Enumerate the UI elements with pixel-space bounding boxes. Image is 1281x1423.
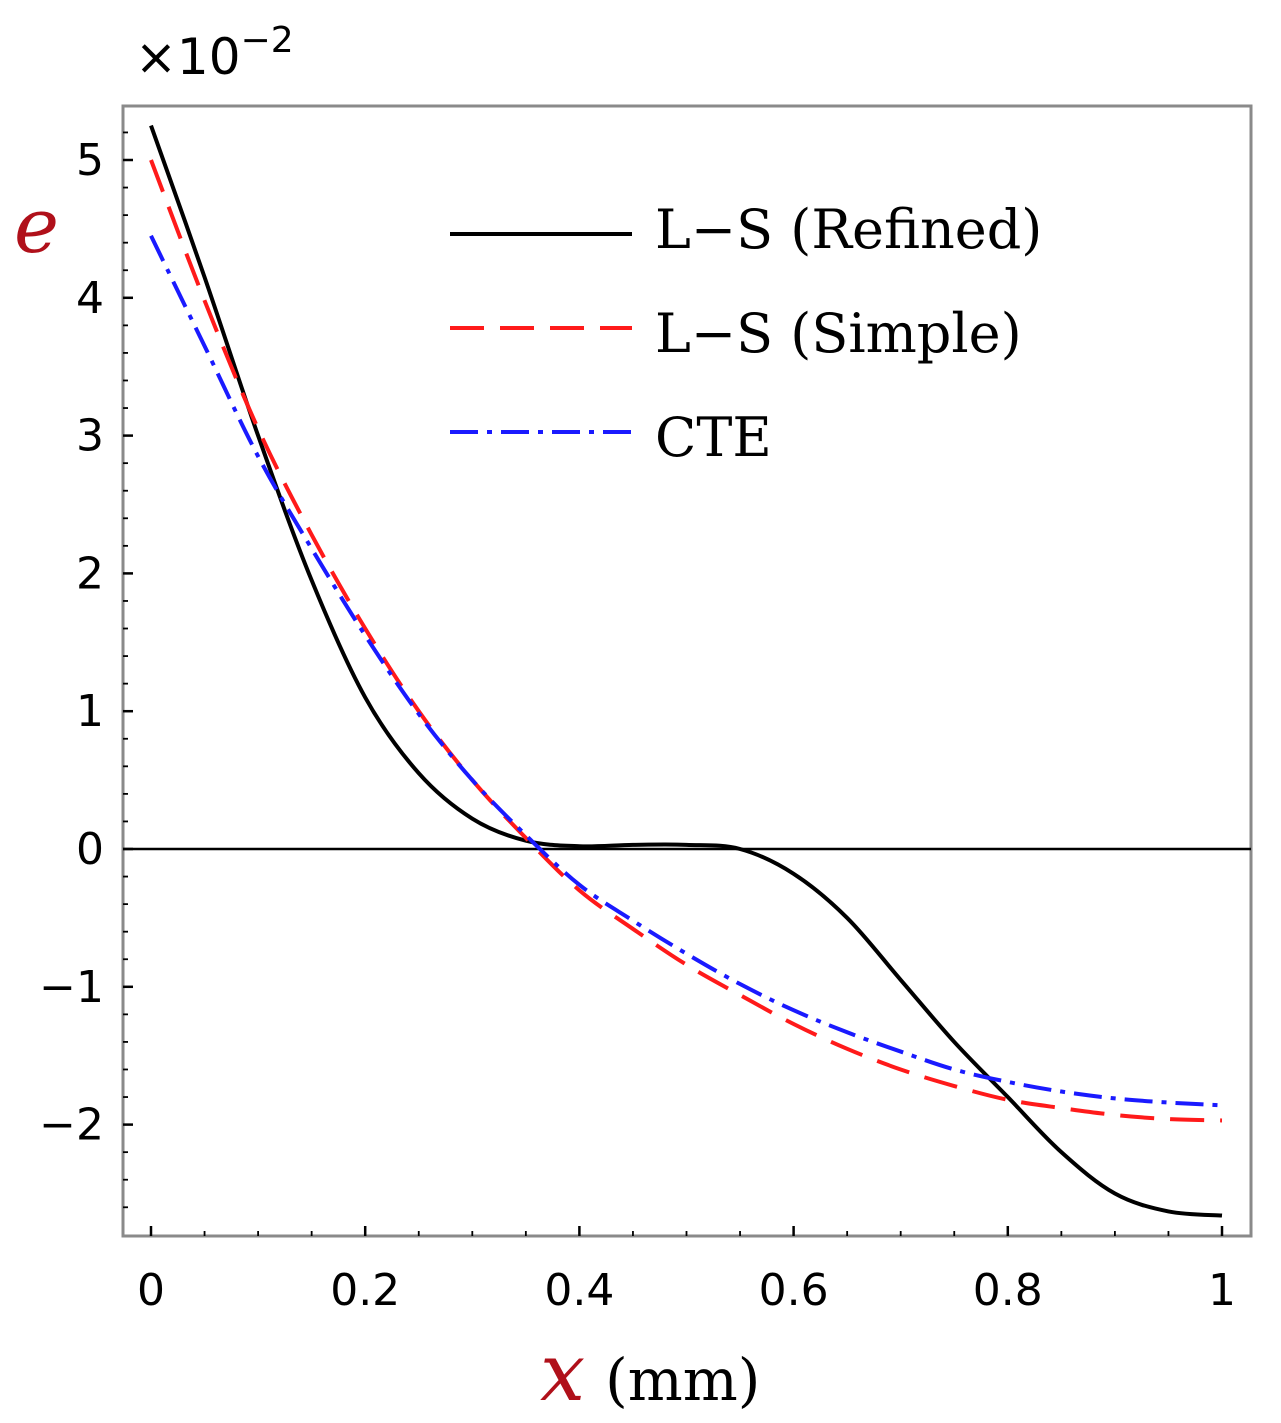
series-line-2 — [149, 234, 1223, 1108]
x-tick-label: 1 — [1208, 1265, 1236, 1316]
legend-label-refined: L−S (Refined) — [655, 198, 1042, 261]
x-axis-label-var: x — [540, 1326, 585, 1419]
x-axis-label-unit: (mm) — [605, 1346, 760, 1414]
series-lines — [149, 124, 1223, 1218]
legend-label-cte: CTE — [655, 406, 772, 469]
legend-label-simple: L−S (Simple) — [655, 302, 1022, 365]
legend: L−S (Refined) L−S (Simple) CTE — [450, 198, 1042, 469]
tick-labels: −2 −1 0 1 2 3 4 5 0 0.2 0.4 0.6 0.8 1 — [39, 135, 1236, 1316]
series-line-1 — [149, 159, 1223, 1123]
y-tick-label: 0 — [76, 824, 104, 875]
y-tick-label: 5 — [76, 135, 104, 186]
x-tick-label: 0.8 — [973, 1265, 1043, 1316]
plot-frame — [121, 104, 1253, 1238]
y-scale-label: ×10−2 — [135, 20, 294, 86]
y-axis-label: e — [14, 181, 59, 270]
x-axis-label: x (mm) — [540, 1326, 760, 1419]
y-tick-label: −2 — [39, 1100, 104, 1151]
y-tick-label: 3 — [76, 411, 104, 462]
y-tick-label: 4 — [76, 273, 104, 324]
y-scale-exponent: −2 — [241, 20, 294, 61]
x-tick-label: 0.6 — [759, 1265, 829, 1316]
y-tick-label: 2 — [76, 548, 104, 599]
x-tick-label: 0 — [137, 1265, 165, 1316]
x-tick-label: 0.4 — [544, 1265, 614, 1316]
y-tick-label: 1 — [76, 686, 104, 737]
ticks — [123, 131, 1251, 1236]
y-tick-label: −1 — [39, 962, 104, 1013]
series-line-0 — [149, 124, 1223, 1218]
x-tick-label: 0.2 — [330, 1265, 400, 1316]
